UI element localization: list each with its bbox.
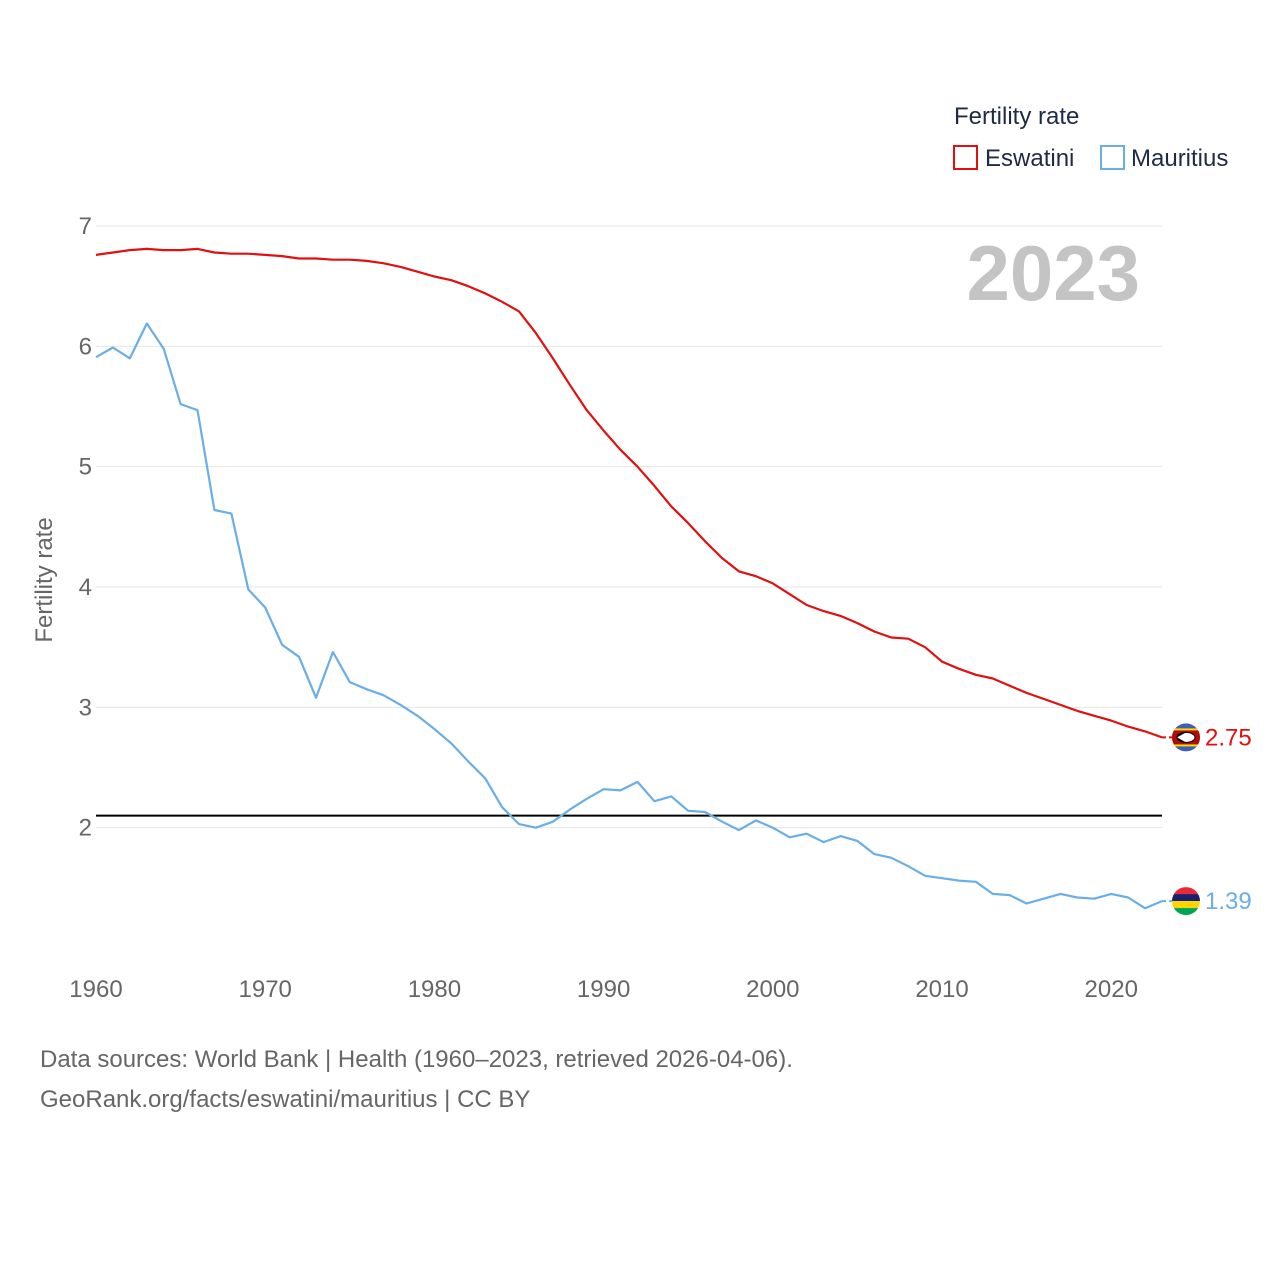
- x-tick-label: 2000: [746, 976, 799, 1003]
- footer-attribution[interactable]: GeoRank.org/facts/eswatini/mauritius | C…: [40, 1086, 531, 1113]
- current-year-label: 2023: [966, 229, 1140, 317]
- legend-label-eswatini: Eswatini: [985, 145, 1074, 172]
- grid-lines: [96, 225, 1162, 829]
- legend-item-eswatini[interactable]: Eswatini: [953, 145, 1074, 172]
- series-line-eswatini[interactable]: [95, 247, 1163, 739]
- end-value-label-eswatini: 2.75: [1205, 724, 1252, 751]
- series-layer: [95, 247, 1163, 910]
- footer-sources: Data sources: World Bank | Health (1960–…: [40, 1046, 793, 1073]
- y-tick-label: 7: [79, 213, 92, 240]
- x-axis-ticks: 1960 1970 1980 1990 2000 2010 2020: [69, 976, 1138, 1003]
- y-tick-label: 6: [79, 333, 92, 360]
- x-tick-label: 1960: [69, 976, 122, 1003]
- legend-swatch-eswatini: [953, 145, 978, 170]
- legend-swatch-mauritius: [1100, 145, 1125, 170]
- x-tick-label: 1970: [239, 976, 292, 1003]
- y-axis-label: Fertility rate: [31, 517, 58, 642]
- y-axis-ticks: 2 3 4 5 6 7: [79, 213, 92, 842]
- x-tick-label: 2010: [915, 976, 968, 1003]
- y-tick-label: 4: [79, 574, 92, 601]
- x-tick-label: 2020: [1085, 976, 1138, 1003]
- mauritius-flag-icon: [1172, 887, 1200, 916]
- x-tick-label: 1990: [577, 976, 630, 1003]
- series-line-mauritius[interactable]: [95, 322, 1163, 910]
- y-tick-label: 2: [79, 815, 92, 842]
- end-value-label-mauritius: 1.39: [1205, 888, 1252, 915]
- y-tick-label: 5: [79, 454, 92, 481]
- legend-label-mauritius: Mauritius: [1131, 145, 1228, 172]
- y-tick-label: 3: [79, 694, 92, 721]
- x-tick-label: 1980: [408, 976, 461, 1003]
- legend: Fertility rate Eswatini Mauritius: [953, 103, 1228, 172]
- eswatini-flag-icon: [1172, 723, 1200, 752]
- legend-title: Fertility rate: [954, 103, 1079, 130]
- legend-item-mauritius[interactable]: Mauritius: [1100, 145, 1228, 172]
- end-labels: 2.75 1.39: [1162, 723, 1252, 916]
